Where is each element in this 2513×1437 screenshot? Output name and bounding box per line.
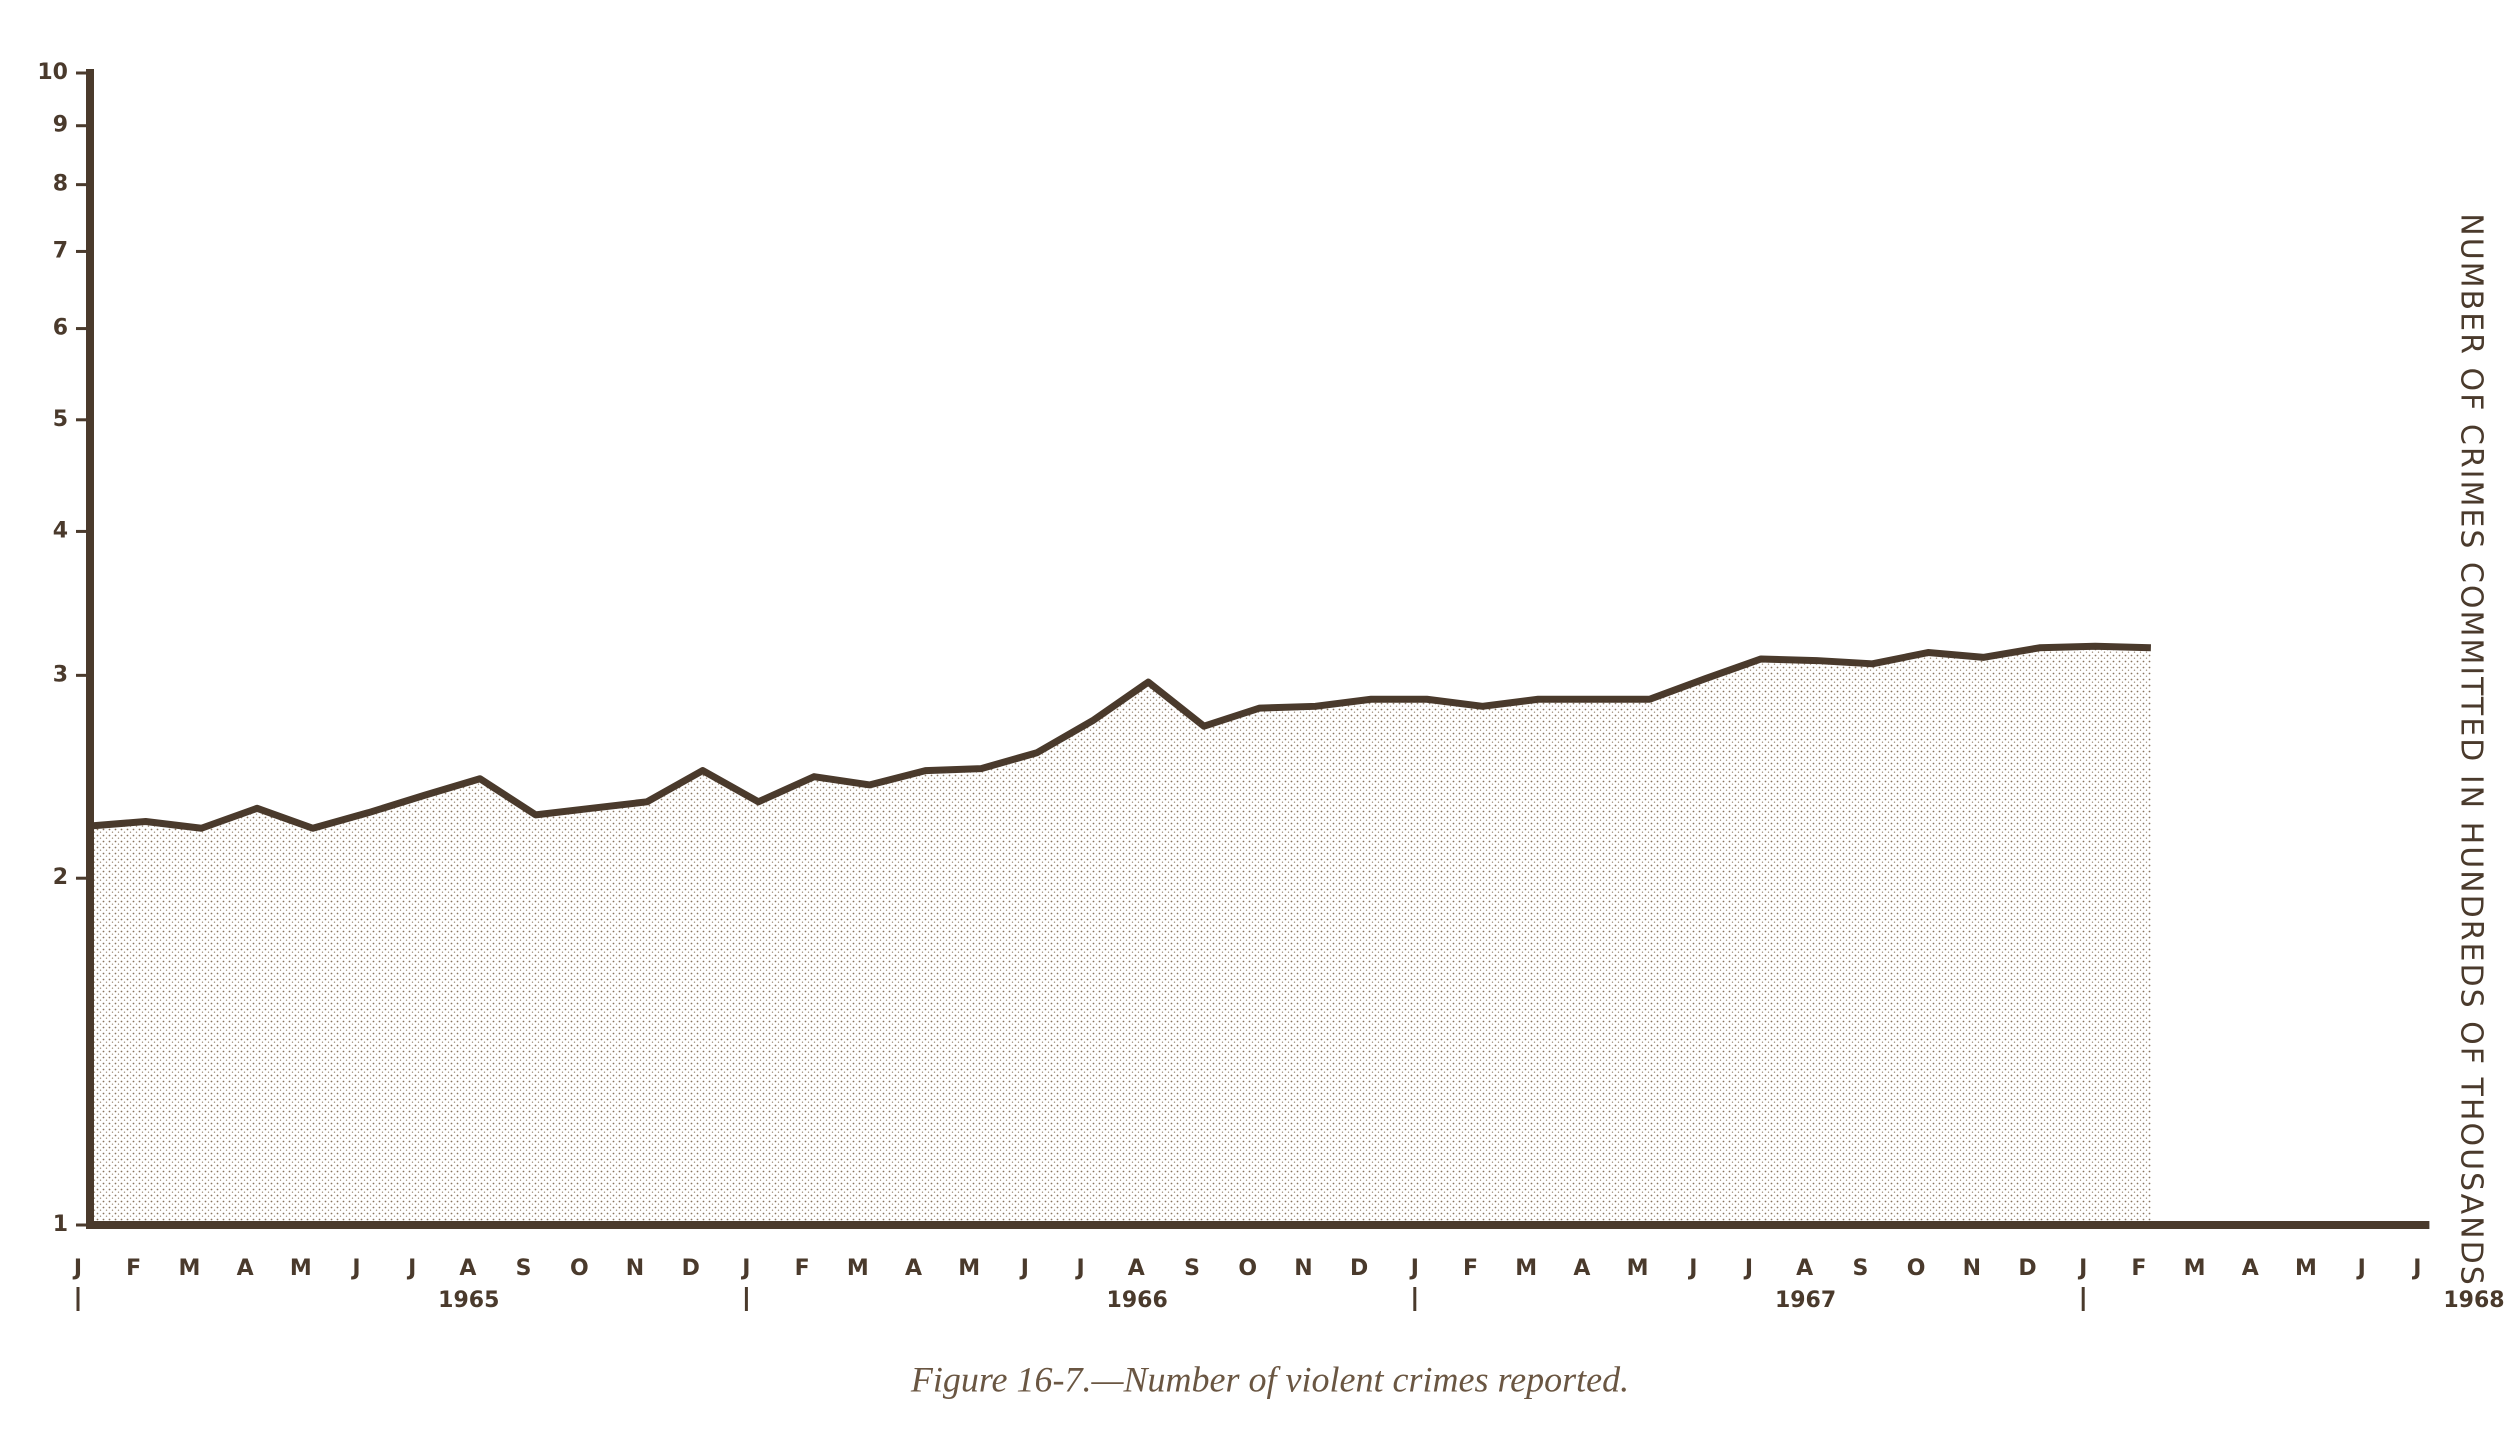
area	[90, 646, 2151, 1225]
x-tick-label: J	[1019, 1256, 1029, 1281]
area-line	[89, 642, 2151, 832]
x-tick-label: A	[1796, 1256, 1813, 1281]
x-tick-label: N	[1963, 1256, 1981, 1281]
x-tick-label: F	[126, 1256, 141, 1281]
x-tick-label: M	[2184, 1256, 2206, 1281]
y-tick-label: 1	[53, 1212, 68, 1237]
x-tick-label: N	[626, 1256, 644, 1281]
x-tick-label: A	[237, 1256, 254, 1281]
y-tick-label: 3	[53, 662, 68, 687]
x-tick-label: J	[2356, 1256, 2366, 1281]
x-tick-label: A	[1573, 1256, 1590, 1281]
x-tick-label: A	[459, 1256, 476, 1281]
x-tick-label: J	[1075, 1256, 1085, 1281]
x-tick-label: J	[740, 1256, 750, 1281]
x-tick-label: O	[1238, 1256, 1257, 1281]
x-tick-label: J	[406, 1256, 416, 1281]
x-tick-label: D	[2018, 1256, 2036, 1281]
y-tick-label: 9	[53, 113, 68, 138]
year-label: 1967	[1775, 1288, 1836, 1313]
x-tick-label: M	[1627, 1256, 1649, 1281]
x-tick-label: S	[1852, 1256, 1868, 1281]
x-tick-label: J	[1743, 1256, 1753, 1281]
y-tick-label: 2	[53, 865, 68, 890]
year-label: 1968	[2443, 1288, 2504, 1313]
x-tick-label: J	[72, 1256, 82, 1281]
x-tick-label: M	[290, 1256, 312, 1281]
x-tick-label: O	[570, 1256, 589, 1281]
x-tick-label: A	[1128, 1256, 1145, 1281]
x-tick-label: N	[1294, 1256, 1312, 1281]
x-tick-label: M	[958, 1256, 980, 1281]
x-tick-label: J	[1687, 1256, 1697, 1281]
y-tick-label: 8	[53, 172, 68, 197]
x-tick-label: D	[682, 1256, 700, 1281]
caption: Figure 16-7.—Number of violent crimes re…	[910, 1359, 1629, 1399]
year-label: 1966	[1107, 1288, 1168, 1313]
y-tick-label: 4	[53, 518, 68, 543]
x-tick-label: J	[2077, 1256, 2087, 1281]
x-tick-label: J	[1409, 1256, 1419, 1281]
x-tick-label: O	[1907, 1256, 1926, 1281]
x-tick-label: S	[516, 1256, 532, 1281]
x-tick-label: F	[2131, 1256, 2146, 1281]
y-tick-label: 5	[53, 407, 68, 432]
x-tick-label: F	[795, 1256, 810, 1281]
x-tick-label: D	[1350, 1256, 1368, 1281]
x-tick-label: M	[178, 1256, 200, 1281]
x-tick-label: A	[2242, 1256, 2259, 1281]
x-tick-label: M	[1515, 1256, 1537, 1281]
x-tick-label: M	[2295, 1256, 2317, 1281]
x-tick-label: J	[350, 1256, 360, 1281]
x-tick-label: A	[905, 1256, 922, 1281]
y-tick-label: 6	[53, 316, 68, 341]
x-tick-label: M	[847, 1256, 869, 1281]
x-tick-label: J	[2411, 1256, 2421, 1281]
x-tick-label: S	[1184, 1256, 1200, 1281]
y-tick-label: 10	[37, 60, 68, 85]
y-axis-title: NUMBER OF CRIMES COMMITTED IN HUNDREDS O…	[2454, 213, 2489, 1286]
x-tick-label: F	[1463, 1256, 1478, 1281]
year-label: 1965	[438, 1288, 499, 1313]
y-tick-label: 7	[53, 238, 68, 263]
